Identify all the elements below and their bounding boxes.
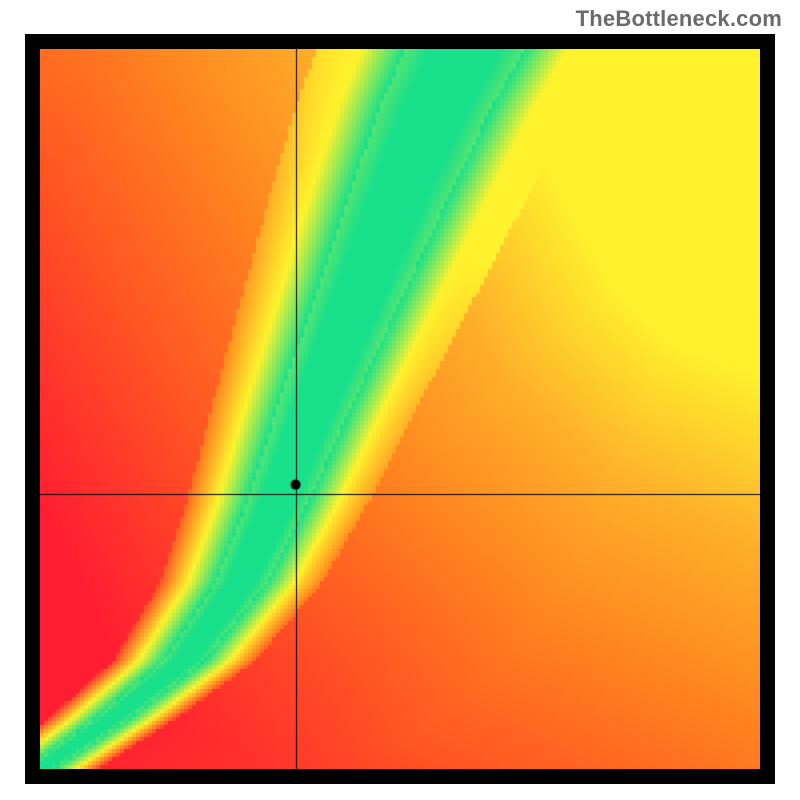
plot-inner <box>40 49 760 769</box>
plot-frame <box>25 34 775 784</box>
heatmap-canvas <box>40 49 760 769</box>
watermark: TheBottleneck.com <box>576 6 782 32</box>
